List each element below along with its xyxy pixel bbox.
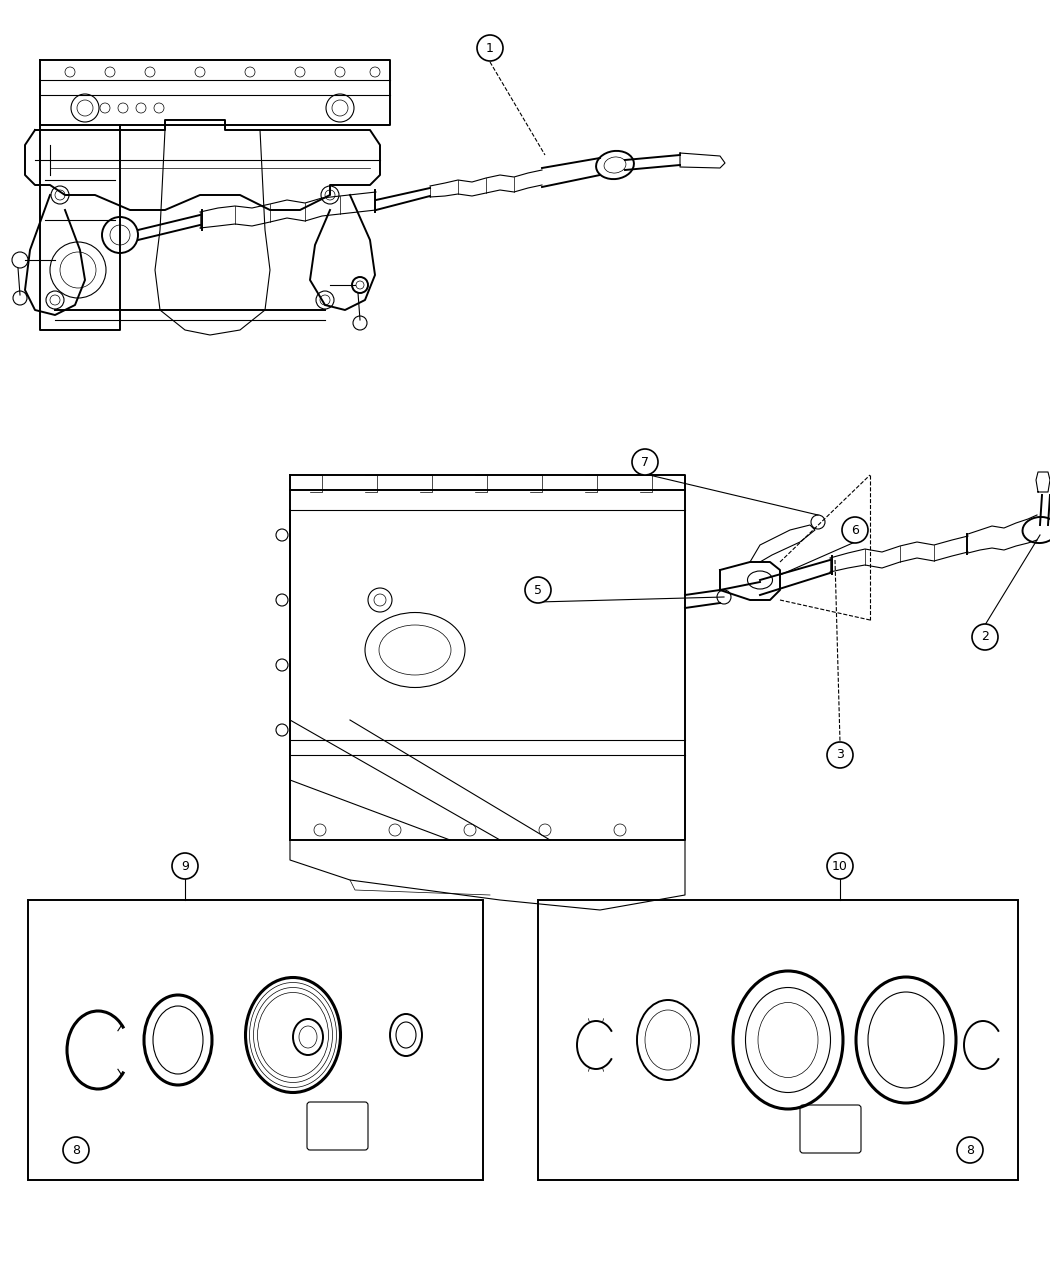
Text: 9: 9 — [181, 859, 189, 872]
Text: 8: 8 — [72, 1144, 80, 1156]
Text: 2: 2 — [981, 631, 989, 644]
Circle shape — [957, 1137, 983, 1163]
Circle shape — [632, 449, 658, 476]
Text: 1: 1 — [486, 42, 494, 55]
Circle shape — [717, 590, 731, 604]
Text: 5: 5 — [534, 584, 542, 597]
Circle shape — [972, 623, 998, 650]
Circle shape — [477, 34, 503, 61]
Circle shape — [172, 853, 198, 878]
Circle shape — [811, 515, 825, 529]
Text: 7: 7 — [640, 455, 649, 468]
Circle shape — [827, 853, 853, 878]
Text: 10: 10 — [832, 859, 848, 872]
Circle shape — [63, 1137, 89, 1163]
Text: 6: 6 — [852, 524, 859, 537]
Text: 8: 8 — [966, 1144, 974, 1156]
Circle shape — [525, 578, 551, 603]
Circle shape — [827, 742, 853, 768]
Text: 3: 3 — [836, 748, 844, 761]
Circle shape — [842, 516, 868, 543]
